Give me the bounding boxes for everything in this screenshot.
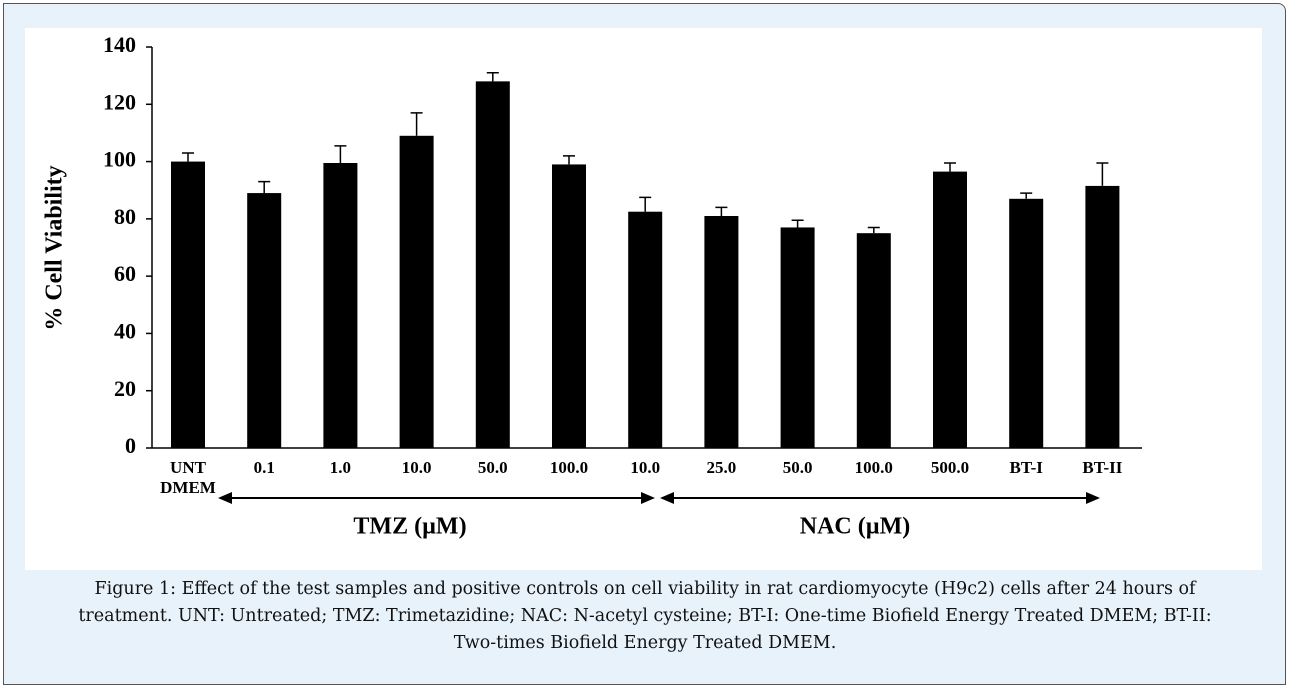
bar xyxy=(475,81,510,448)
x-tick-label: 100.0 xyxy=(854,458,893,477)
bar xyxy=(856,233,891,448)
x-tick-label: BT-II xyxy=(1082,458,1123,477)
y-tick-label: 140 xyxy=(103,32,136,57)
x-tick-label: 50.0 xyxy=(782,458,813,477)
error-bar xyxy=(1020,192,1033,199)
y-tick-label: 100 xyxy=(103,147,136,172)
error-bar xyxy=(258,180,271,194)
bar xyxy=(1085,185,1120,449)
error-bar xyxy=(410,112,423,136)
y-axis-title: % Cell Viability xyxy=(42,165,68,330)
x-tick-label: 500.0 xyxy=(930,458,970,477)
error-bar xyxy=(791,219,804,228)
bar xyxy=(704,215,739,448)
x-tick-label: 1.0 xyxy=(329,458,352,477)
x-tick-label: 25.0 xyxy=(706,458,737,477)
x-tick-label: UNT DMEM xyxy=(160,458,216,497)
error-bar xyxy=(944,162,956,172)
bar xyxy=(247,193,282,448)
error-bar xyxy=(563,155,575,165)
y-tick-label: 40 xyxy=(114,318,136,343)
x-tick-label: 10.0 xyxy=(401,458,432,477)
y-tick-label: 80 xyxy=(114,204,136,229)
bar xyxy=(780,227,815,448)
y-tick-label: 60 xyxy=(114,261,136,286)
group-arrow xyxy=(218,492,1100,504)
caption: Figure 1: Effect of the test samples and… xyxy=(78,579,1212,653)
x-tick-label: 10.0 xyxy=(630,458,661,477)
error-bar xyxy=(715,206,728,216)
group-label: NAC (µM) xyxy=(800,514,910,540)
bar xyxy=(933,171,967,448)
x-tick-label: 50.0 xyxy=(477,458,508,477)
error-bar xyxy=(639,196,652,212)
group-label: TMZ (µM) xyxy=(353,514,466,540)
x-tick-label: 0.1 xyxy=(253,458,275,477)
y-tick-label: 120 xyxy=(103,89,136,114)
bar xyxy=(1009,198,1044,448)
y-tick-label: 0 xyxy=(125,433,136,458)
error-bar xyxy=(867,226,880,234)
error-bar xyxy=(334,145,347,164)
bar xyxy=(628,211,663,448)
error-bar xyxy=(486,72,499,82)
y-tick-label: 20 xyxy=(114,376,136,401)
bar xyxy=(323,163,358,448)
error-bar xyxy=(182,152,194,162)
x-tick-label: 100.0 xyxy=(549,458,589,477)
bar xyxy=(171,161,205,449)
bar xyxy=(552,164,586,448)
x-tick-label: BT-I xyxy=(1009,458,1043,477)
bar xyxy=(399,135,434,449)
error-bar xyxy=(1096,162,1109,186)
